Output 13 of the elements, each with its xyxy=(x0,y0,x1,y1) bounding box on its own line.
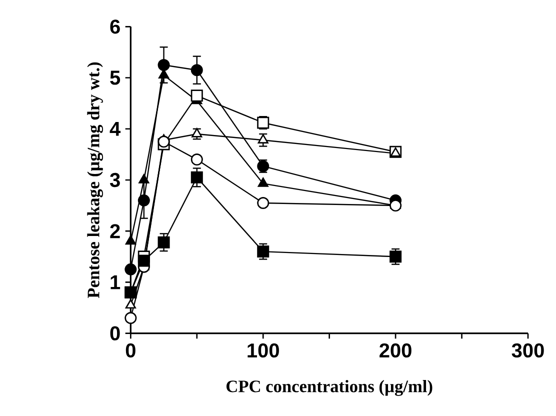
y-tick-label: 0 xyxy=(110,326,120,340)
y-tick-label: 4 xyxy=(110,122,121,136)
y-axis-title: Pentose leakage (µg/mg dry wt.) xyxy=(87,62,104,298)
y-tick-label: 5 xyxy=(110,70,120,85)
y-tick-label: 6 xyxy=(110,20,120,34)
y-tick-label: 3 xyxy=(110,172,120,188)
x-axis-title: CPC concentrations (µg/ml) xyxy=(226,380,432,396)
y-tick-label: 1 xyxy=(110,275,120,290)
y-tick-label: 2 xyxy=(110,224,120,238)
x-tick-label: 200 xyxy=(380,343,412,358)
x-tick-label: 300 xyxy=(512,343,544,358)
x-tick-label: 0 xyxy=(126,343,136,358)
x-tick-label: 100 xyxy=(248,343,279,358)
